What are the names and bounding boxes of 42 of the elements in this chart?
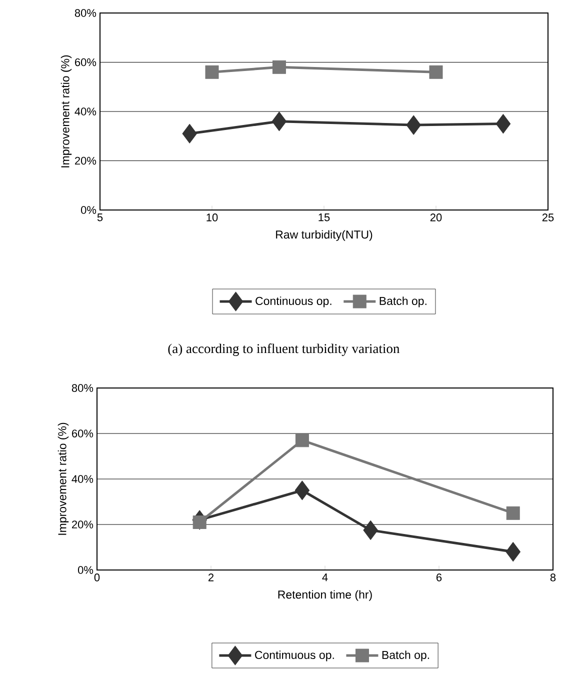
y-tick-label: 0% [80, 206, 96, 214]
point [294, 480, 310, 500]
point [295, 434, 309, 448]
point [363, 520, 378, 540]
x-tick-label: 15 [318, 214, 330, 222]
x-axis-title: Raw turbidity(NTU) [276, 230, 372, 241]
y-tick-label: 80% [74, 9, 96, 17]
point [429, 65, 443, 79]
x-tick-label: 6 [436, 574, 442, 582]
x-tick-label: 2 [208, 574, 214, 582]
y-tick-label: 40% [74, 108, 96, 116]
y-axis-title: Improvement ratio (%) [60, 55, 72, 168]
text: (a) according to influent turbidity variation [168, 344, 400, 356]
point [506, 506, 520, 520]
point [192, 515, 206, 529]
y-tick-label: 20% [72, 520, 94, 528]
x-tick-label: 5 [97, 214, 103, 222]
point [272, 112, 287, 132]
x-tick-label: 10 [206, 214, 218, 222]
y-tick-label: 80% [72, 384, 94, 392]
point [182, 124, 197, 144]
legend-label: Batch op. [380, 296, 426, 308]
y-tick-label: 60% [72, 430, 94, 438]
point [506, 542, 520, 562]
x-tick-label: 4 [322, 574, 328, 582]
point [496, 114, 511, 134]
x-tick-label: 20 [430, 214, 442, 222]
y-tick-label: 20% [75, 156, 96, 165]
point [406, 115, 421, 135]
x-axis-title: Retention time (hr) [278, 590, 372, 601]
y-tick-label: 0% [78, 566, 94, 574]
point [272, 60, 286, 74]
legend-label: Continuous op. [256, 296, 332, 308]
x-tick-label: 0 [94, 574, 100, 582]
y-tick-label: 40% [72, 475, 94, 483]
x-tick-label: 25 [542, 214, 554, 222]
point [205, 65, 219, 79]
legend-label: Batch op. [382, 650, 429, 662]
y-axis-title: Improvement ratio (%) [58, 422, 69, 535]
y-tick-label: 60% [75, 58, 96, 66]
x-tick-label: 8 [550, 574, 556, 582]
legend-label: Contimuous op. [255, 650, 334, 662]
